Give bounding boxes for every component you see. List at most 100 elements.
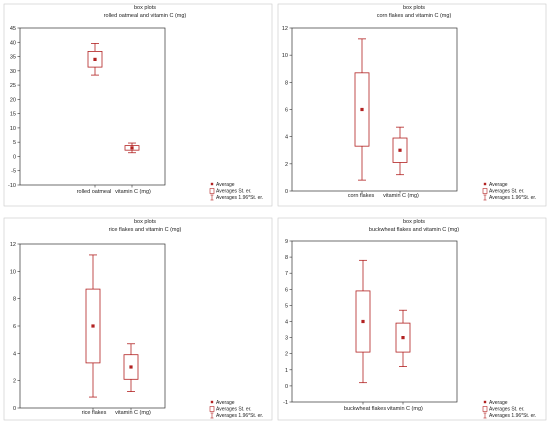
chart-frame [3,217,273,421]
legend-label: Averages 1.96*St. er. [489,195,536,201]
x-tick-label: rolled oatmeal [77,189,112,195]
y-tick-label: 10 [10,126,16,132]
legend-label: Averages 1.96*St. er. [216,195,263,201]
x-tick-label: vitamin C (mg) [115,189,151,195]
y-tick-label: 25 [10,83,16,89]
chart-title: box plots [134,5,156,11]
chart-title: box plots [134,219,156,225]
box-1 [85,254,101,398]
chart-frame [3,3,273,207]
legend-label: Averages 1.96*St. er. [489,413,536,419]
legend-box-swatch [482,188,488,194]
y-tick-label: 8 [13,297,16,303]
y-tick-label: 6 [13,324,16,330]
y-tick-label: 30 [10,69,16,75]
legend-label: Average [489,182,508,188]
legend-label: Averages St. er. [489,407,524,413]
se-box [123,354,139,380]
box-1 [355,259,371,384]
y-tick-label: 0 [285,384,288,390]
chart-title: box plots [403,5,425,11]
plot-area [19,243,166,409]
y-tick-label: 40 [10,40,16,46]
y-tick-label: 2 [285,162,288,168]
y-tick-label: 12 [10,242,16,248]
y-tick-label: 35 [10,55,16,61]
y-tick-label: 1 [285,368,288,374]
y-tick-label: 4 [285,320,288,326]
y-tick-label: 10 [10,269,16,275]
mean-marker [91,324,95,328]
x-tick-label: buckwheat flakes [344,406,386,412]
x-tick-label: vitamin C (mg) [115,410,151,416]
se-box [85,288,101,364]
y-tick-label: 6 [285,287,288,293]
legend-label: Averages St. er. [216,189,251,195]
y-tick-label: 5 [13,140,16,146]
se-box [355,290,371,353]
y-tick-label: -1 [283,400,288,406]
y-tick-label: 8 [285,80,288,86]
box-1 [354,38,370,181]
y-tick-label: -10 [8,183,16,189]
se-box [124,145,140,151]
y-tick-label: 4 [285,135,288,141]
chart-frame [277,3,547,207]
y-tick-label: 10 [282,53,288,59]
plot-area [291,27,458,192]
y-tick-label: 4 [13,351,16,357]
y-tick-label: -5 [11,169,16,175]
plot-area [19,27,166,186]
y-tick-label: 12 [282,26,288,32]
mean-marker [93,57,97,61]
y-tick-label: 45 [10,26,16,32]
y-tick-label: 3 [285,336,288,342]
legend-label: Average [489,400,508,406]
legend-label: Averages St. er. [489,189,524,195]
box-2 [395,309,411,367]
x-tick-label: rice flakes [82,410,107,416]
mean-marker [398,148,402,152]
y-tick-label: 9 [285,239,288,245]
chart-subtitle: rice flakes and vitamin C (mg) [109,227,182,233]
y-tick-label: 5 [285,303,288,309]
y-tick-label: 0 [285,189,288,195]
legend-label: Average [216,400,235,406]
y-tick-label: 0 [13,406,16,412]
legend-box-swatch [482,406,488,412]
y-tick-label: 2 [285,352,288,358]
chart-subtitle: buckwheat flakes and vitamin C (mg) [369,227,459,233]
legend-label: Averages St. er. [216,407,251,413]
chart-subtitle: corn flakes and vitamin C (mg) [377,13,452,19]
box-1 [87,43,103,76]
x-tick-label: vitamin C (mg) [383,193,419,199]
se-box [354,72,370,147]
legend-mean-swatch [483,400,487,404]
y-tick-label: 6 [285,108,288,114]
plot-area [291,240,458,403]
legend-mean-swatch [483,182,487,186]
y-tick-label: 0 [13,154,16,160]
mean-marker [129,365,133,369]
y-tick-label: 2 [13,379,16,385]
box-2 [392,126,408,176]
y-tick-label: 20 [10,97,16,103]
legend-mean-swatch [210,400,214,404]
chart-subtitle: rolled oatmeal and vitamin C (mg) [104,13,187,19]
box-2 [123,343,139,393]
se-box [395,322,411,353]
legend-mean-swatch [210,182,214,186]
chart-frame [277,217,547,421]
x-tick-label: corn flakes [348,193,375,199]
y-tick-label: 8 [285,255,288,261]
box-2 [124,142,140,154]
chart-title: box plots [403,219,425,225]
y-tick-label: 15 [10,112,16,118]
